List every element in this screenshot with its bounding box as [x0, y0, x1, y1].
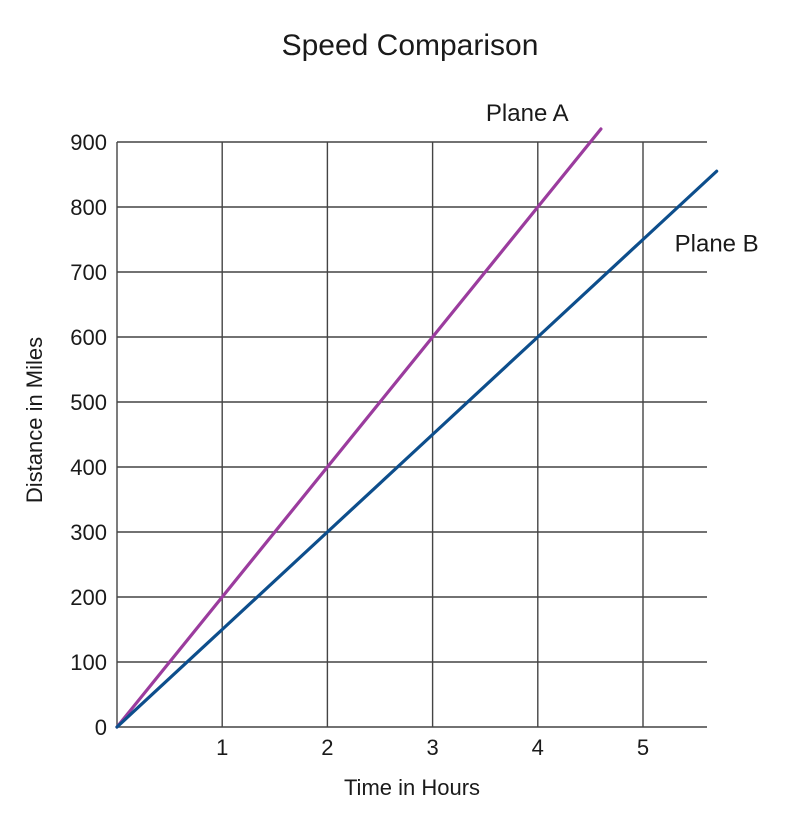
series-line-plane-a — [115, 127, 603, 729]
y-tick-label: 700 — [70, 260, 107, 285]
y-tick-label: 300 — [70, 520, 107, 545]
y-tick-label: 900 — [70, 130, 107, 155]
x-tick-label: 5 — [637, 735, 649, 760]
grid — [116, 141, 707, 728]
series-label: Plane A — [486, 100, 569, 127]
x-tick-label: 3 — [426, 735, 438, 760]
x-tick-label: 4 — [532, 735, 544, 760]
x-axis-label: Time in Hours — [344, 775, 480, 800]
y-axis-label: Distance in Miles — [22, 337, 47, 503]
y-tick-label: 400 — [70, 455, 107, 480]
chart-title: Speed Comparison — [282, 29, 539, 62]
series-line-plane-b — [115, 169, 719, 729]
y-tick-label: 100 — [70, 650, 107, 675]
x-tick-label: 1 — [216, 735, 228, 760]
y-tick-label: 200 — [70, 585, 107, 610]
y-tick-label: 0 — [95, 715, 107, 740]
series-label: Plane B — [675, 230, 759, 257]
series-lines: Plane A Plane B — [115, 100, 759, 729]
tick-labels: 0 100 200 300 400 500 600 700 800 900 1 2 3 4 5 — [70, 130, 649, 760]
y-tick-label: 600 — [70, 325, 107, 350]
y-tick-label: 800 — [70, 195, 107, 220]
y-tick-label: 500 — [70, 390, 107, 415]
x-tick-label: 2 — [321, 735, 333, 760]
